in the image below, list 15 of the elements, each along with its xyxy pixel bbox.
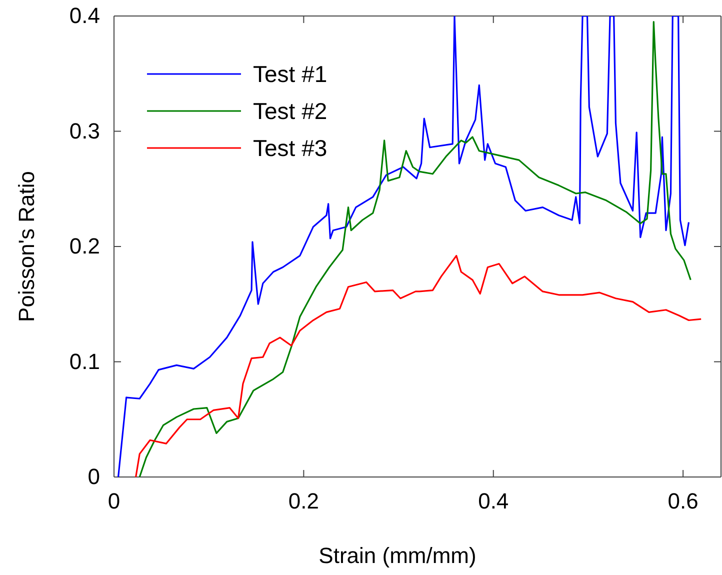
x-tick-label: 0.6 — [668, 488, 698, 514]
y-tick-label: 0.1 — [69, 348, 100, 374]
x-tick-label: 0.2 — [288, 488, 319, 514]
x-axis-title: Strain (mm/mm) — [318, 543, 476, 568]
legend-label: Test #2 — [253, 98, 328, 124]
y-tick-label: 0.2 — [69, 234, 100, 259]
legend-label: Test #3 — [253, 135, 328, 161]
x-tick-label: 0 — [108, 488, 120, 514]
legend-label: Test #1 — [253, 61, 328, 87]
line-series — [135, 254, 702, 477]
y-tick-label: 0.3 — [69, 118, 100, 144]
x-tick-label: 0.4 — [478, 488, 509, 514]
y-axis-title: Poisson's Ratio — [14, 171, 39, 322]
y-tick-label: 0.4 — [69, 3, 100, 28]
y-tick-label: 0 — [88, 464, 100, 490]
